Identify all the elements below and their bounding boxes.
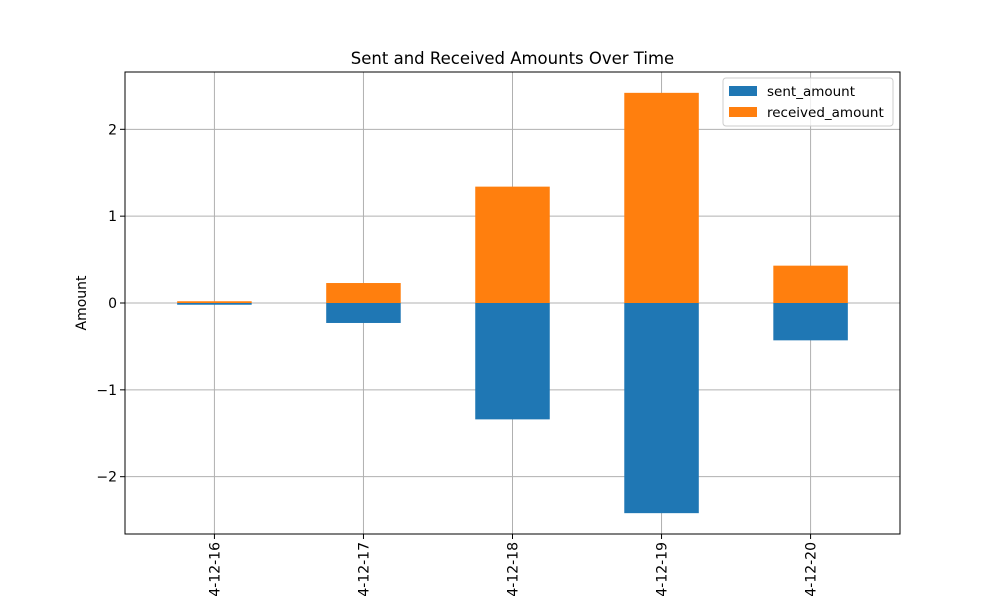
x-tick-label: 4-12-19: [655, 542, 671, 597]
x-tick-label: 4-12-18: [506, 542, 522, 597]
y-tick-label: −1: [96, 383, 117, 399]
legend: sent_amount received_amount: [722, 77, 894, 127]
x-tick-label: 4-12-20: [804, 542, 820, 597]
bar-sent_amount-4-12-20: [773, 303, 848, 341]
legend-label-sent_amount: sent_amount: [767, 84, 855, 100]
x-tick-label: 4-12-16: [207, 542, 223, 597]
y-tick-label: 0: [108, 296, 117, 312]
legend-label-received_amount: received_amount: [767, 105, 884, 121]
y-tick-label: −2: [96, 470, 117, 486]
bar-received_amount-4-12-20: [773, 265, 848, 303]
bar-received_amount-4-12-18: [475, 186, 550, 303]
bar-sent_amount-4-12-16: [177, 303, 252, 305]
x-axis: 4-12-16 4-12-17 4-12-18 4-12-19 4-12-20: [207, 534, 820, 597]
y-axis-label: Amount: [74, 275, 90, 331]
bar-sent_amount-4-12-18: [475, 303, 550, 420]
legend-swatch-received_amount: [729, 107, 757, 117]
x-tick-label: 4-12-17: [356, 542, 372, 597]
bar-received_amount-4-12-17: [326, 283, 401, 303]
bars: [177, 92, 848, 514]
chart-title: Sent and Received Amounts Over Time: [351, 49, 674, 68]
y-axis: −2 −1 0 1 2: [96, 122, 125, 486]
y-tick-label: 2: [108, 122, 117, 138]
bar-sent_amount-4-12-19: [624, 303, 699, 514]
y-tick-label: 1: [108, 209, 117, 225]
legend-swatch-sent_amount: [729, 86, 757, 96]
legend-box: [722, 77, 894, 127]
bar-sent_amount-4-12-17: [326, 303, 401, 323]
bar-received_amount-4-12-19: [624, 92, 699, 303]
bar-received_amount-4-12-16: [177, 301, 252, 303]
